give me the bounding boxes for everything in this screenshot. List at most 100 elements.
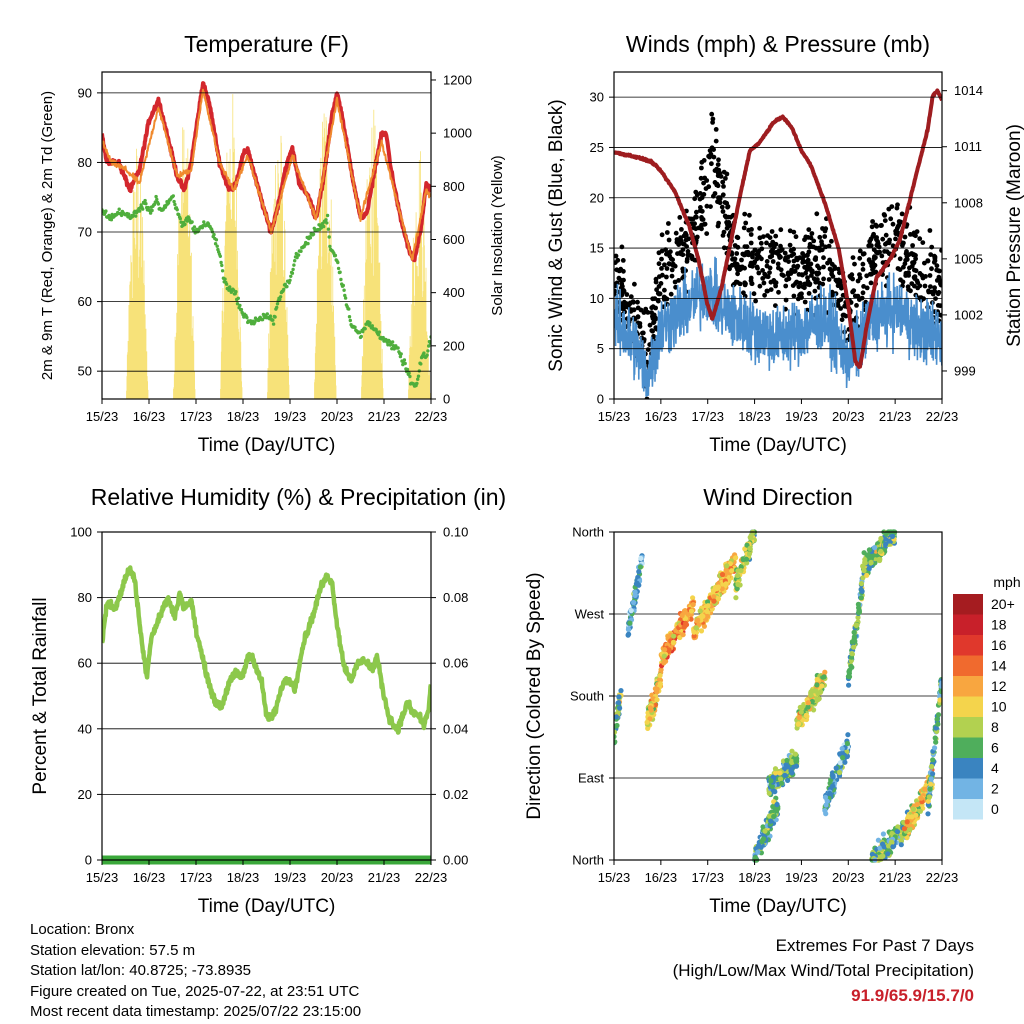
gust-point [833, 277, 839, 283]
dewpoint-point [219, 260, 223, 265]
direction-point [616, 700, 622, 706]
dewpoint-point [415, 381, 419, 386]
dewpoint-point [399, 352, 403, 356]
gust-point [829, 238, 834, 244]
gust-point [769, 229, 775, 234]
gust-point [672, 263, 678, 269]
gust-point [749, 281, 755, 286]
direction-ytick-label: North [572, 525, 604, 540]
gust-point [697, 191, 703, 196]
gust-point [723, 176, 728, 181]
direction-point [773, 770, 779, 776]
gust-point [632, 281, 637, 287]
gust-point [678, 235, 684, 241]
gust-point [764, 240, 769, 246]
gust-point [914, 229, 920, 235]
dewpoint-point [166, 201, 171, 205]
direction-point [848, 663, 854, 670]
direction-point [729, 568, 735, 574]
direction-point [793, 763, 800, 769]
colorbar-label: 18 [991, 617, 1007, 633]
dewpoint-point [363, 327, 367, 331]
gust-point [751, 291, 757, 297]
direction-point [768, 778, 774, 784]
gust-point [871, 247, 877, 253]
gust-point [659, 266, 664, 271]
winds-xtick-label: 20/23 [832, 409, 865, 424]
direction-point [937, 697, 942, 703]
gust-point [820, 226, 825, 231]
gust-point [928, 252, 934, 257]
gust-point [716, 157, 721, 163]
gust-point [938, 281, 942, 287]
direction-point [909, 814, 915, 820]
gust-point [882, 249, 887, 254]
humidity-xtick-label: 20/23 [321, 870, 354, 885]
winds-ytick-label: 0 [597, 392, 604, 407]
gust-point [743, 220, 749, 226]
humidity-ytick-label: 100 [70, 525, 92, 540]
dewpoint-point [275, 305, 279, 310]
temperature-frame [101, 71, 432, 400]
direction-point [917, 808, 924, 814]
dewpoint-point [150, 208, 154, 213]
gust-point [821, 264, 826, 270]
dewpoint-point [223, 277, 227, 281]
dewpoint-point [275, 302, 280, 306]
gust-point [699, 208, 705, 214]
gust-point [654, 287, 659, 293]
direction-point [657, 672, 663, 679]
direction-ytick-label: East [578, 771, 604, 786]
direction-point [695, 617, 701, 623]
temperature-ytick-label-right: 200 [443, 338, 465, 353]
gust-point [709, 161, 714, 167]
gust-point [911, 232, 917, 238]
direction-point [690, 595, 696, 601]
gust-point [669, 267, 675, 273]
gust-point [893, 236, 898, 242]
gust-point [787, 242, 793, 248]
winds-ytick-label-right: 1008 [954, 195, 983, 210]
direction-point [877, 557, 883, 564]
gust-point [667, 253, 672, 259]
dewpoint-point [220, 263, 224, 268]
gust-point [635, 299, 640, 305]
temperature-ytick-label-right: 800 [443, 179, 465, 194]
dewpoint-point [285, 284, 289, 289]
humidity-ytick-label: 20 [78, 787, 92, 802]
gust-point [778, 227, 784, 233]
gust-point [815, 263, 820, 269]
direction-point [733, 555, 739, 561]
direction-point [679, 612, 685, 619]
direction-point [647, 705, 654, 711]
colorbar-label: 20+ [991, 596, 1015, 612]
gust-point [655, 298, 661, 303]
direction-point [885, 843, 892, 849]
gust-point [702, 221, 708, 227]
gust-point [883, 232, 889, 238]
temperature-title: Temperature (F) [184, 31, 349, 57]
direction-point [844, 740, 851, 747]
gust-point [861, 284, 866, 289]
gust-point [715, 183, 721, 189]
direction-point [634, 580, 640, 586]
dewpoint-point [343, 296, 348, 300]
direction-point [627, 620, 633, 626]
extremes-title: Extremes For Past 7 Days [775, 936, 974, 955]
dewpoint-point [419, 362, 423, 366]
temperature-ytick-label: 50 [78, 364, 92, 379]
dewpoint-point [390, 340, 395, 344]
gust-point [855, 278, 861, 284]
temperature-xtick-label: 17/23 [180, 409, 213, 424]
station-pressure-line [614, 88, 942, 369]
direction-point [904, 835, 910, 841]
direction-point [631, 599, 637, 606]
colorbar-swatch [953, 614, 983, 635]
dewpoint-point [175, 208, 179, 212]
dewpoint-point [291, 267, 295, 272]
gust-point [739, 264, 745, 270]
humidity-ytick-label: 80 [78, 590, 92, 605]
dewpoint-point [296, 253, 301, 257]
gust-point [764, 259, 770, 264]
humidity-xtick-label: 15/23 [86, 870, 119, 885]
